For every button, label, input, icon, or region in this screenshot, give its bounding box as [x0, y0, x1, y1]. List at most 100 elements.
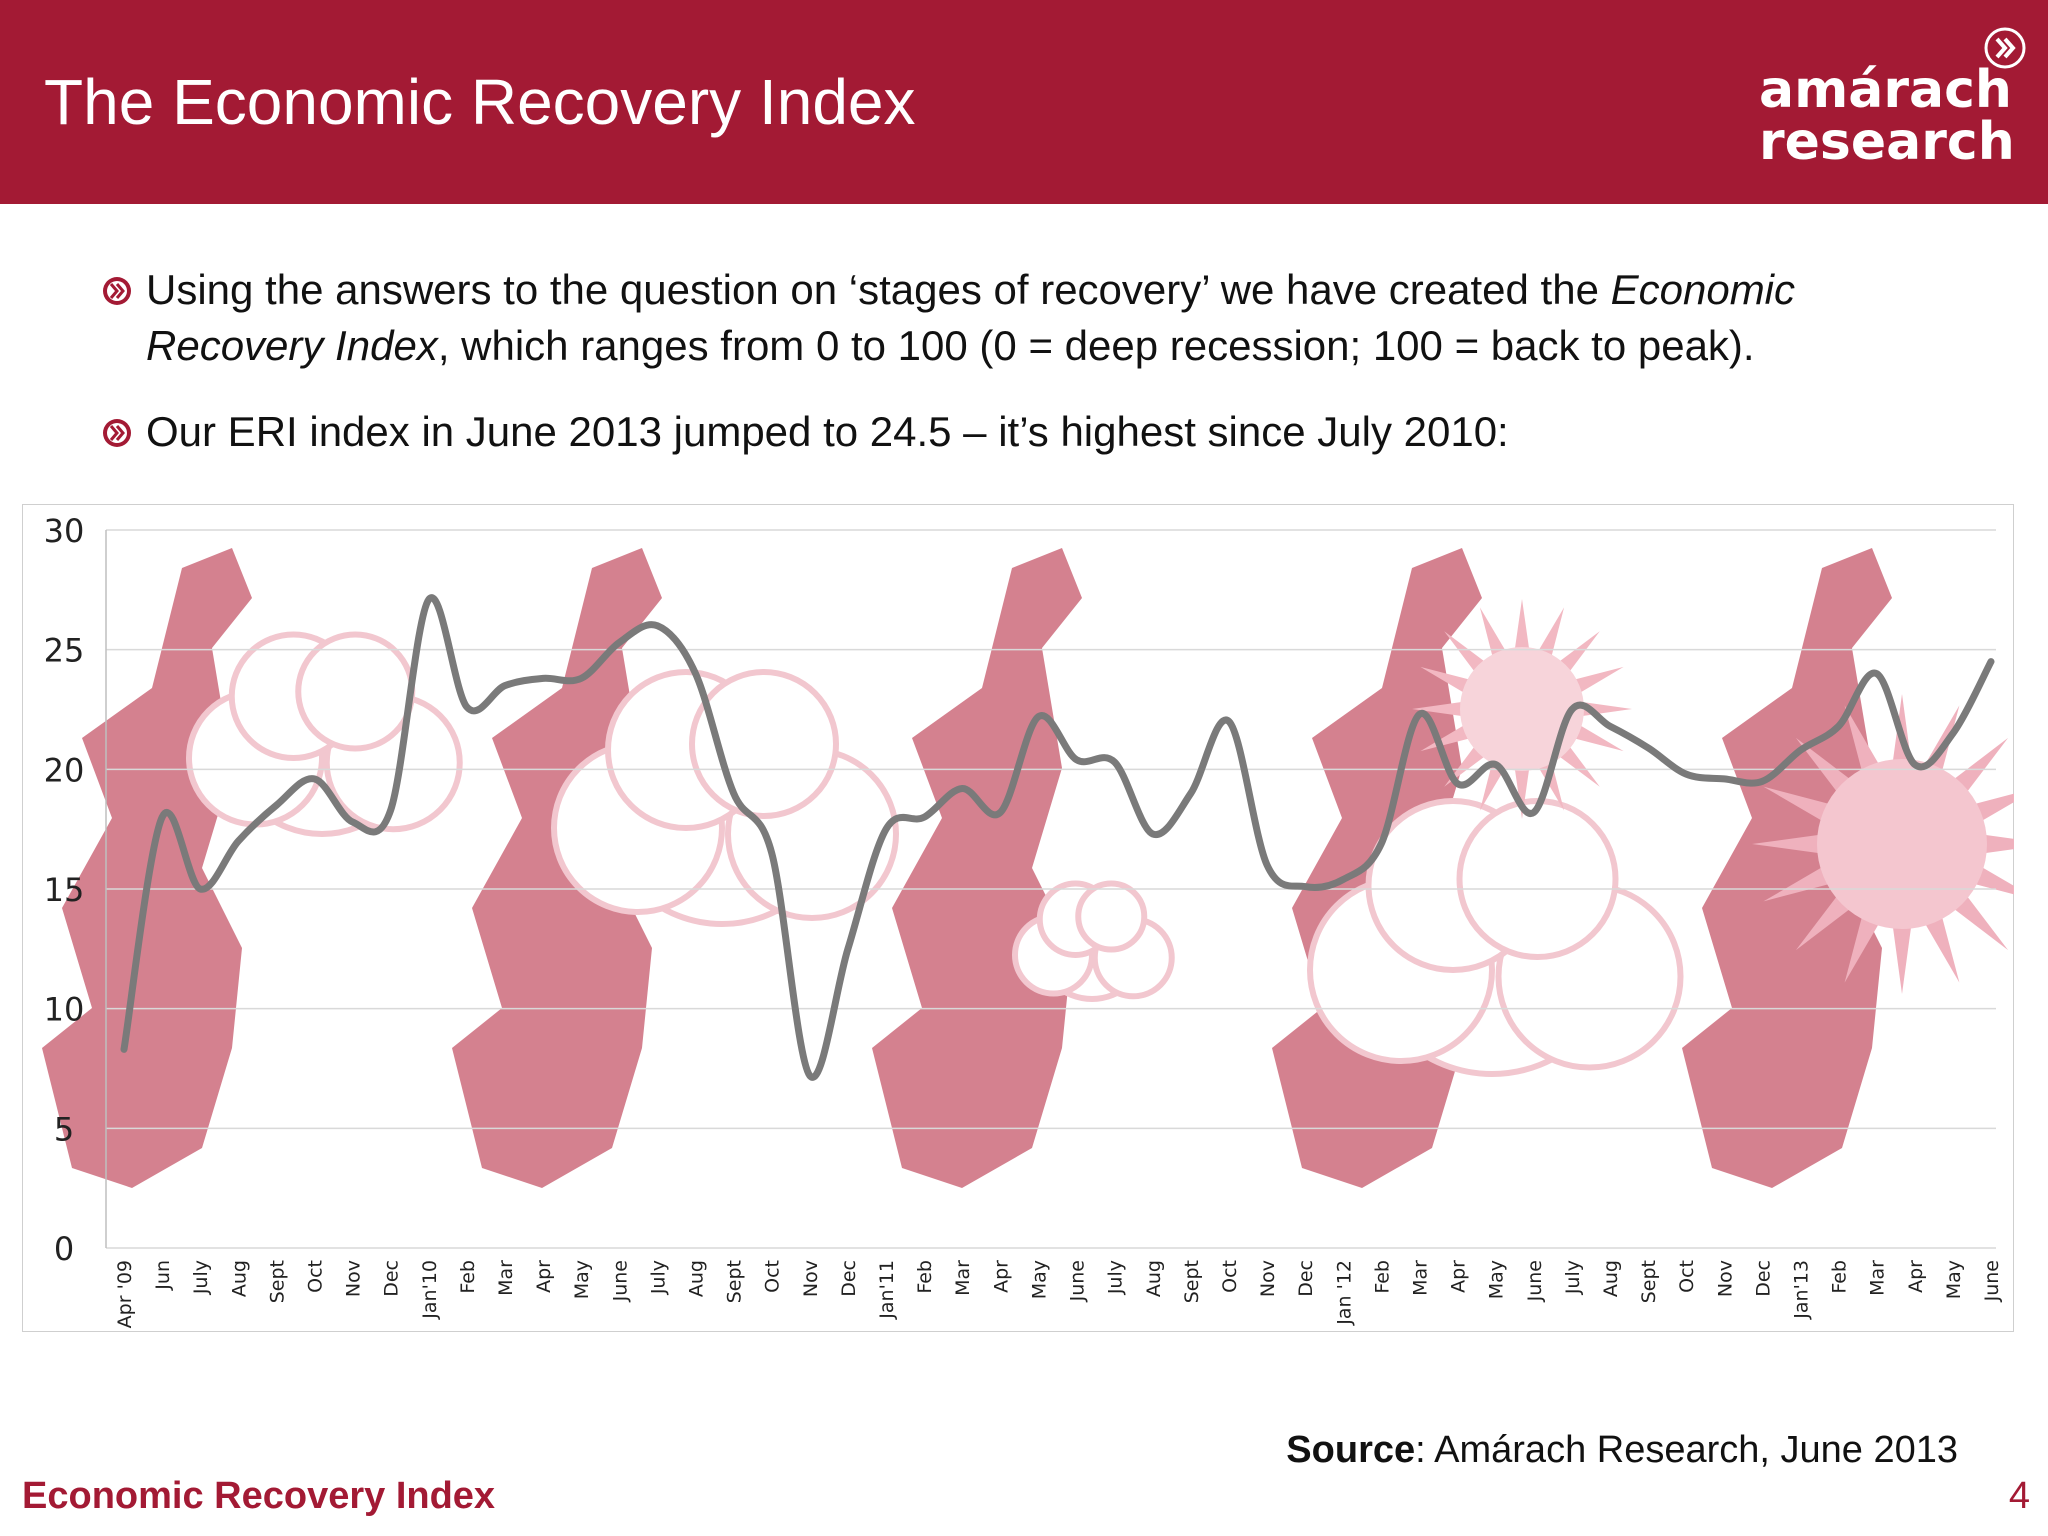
x-tick-label: Jan'11 — [876, 1260, 898, 1320]
bullet-1-emphasis: Economic Recovery Index — [146, 266, 1796, 369]
y-tick-label: 15 — [44, 871, 85, 909]
source-text: : Amárach Research, June 2013 — [1415, 1429, 1958, 1471]
cloud-puff — [689, 669, 839, 819]
data-point — [1152, 833, 1154, 835]
x-tick-label: July — [1562, 1260, 1584, 1295]
x-tick-label: May — [571, 1260, 593, 1299]
x-tick-label: Mar — [495, 1260, 517, 1296]
sun-ray — [1971, 793, 2014, 823]
x-tick-label: June — [1067, 1260, 1089, 1302]
ireland-map-2 — [452, 548, 662, 1188]
source-label: Source — [1286, 1429, 1416, 1471]
x-tick-label: Dec — [1295, 1260, 1317, 1297]
data-point — [1228, 720, 1230, 722]
x-tick-label: Mar — [1409, 1260, 1431, 1296]
data-point — [1685, 773, 1687, 775]
sun-ray — [1420, 725, 1470, 752]
data-point — [618, 641, 620, 643]
data-point — [352, 821, 354, 823]
sun-ray — [1981, 834, 2014, 854]
data-point — [923, 816, 925, 818]
x-tick-label: Mar — [952, 1260, 974, 1296]
x-tick-label: Nov — [1714, 1260, 1736, 1297]
x-tick-label: Sept — [1638, 1260, 1660, 1303]
sun-ray — [1763, 786, 1833, 823]
data-point — [1114, 761, 1116, 763]
data-point — [1533, 811, 1535, 813]
cloud-puff — [295, 631, 416, 752]
footer-title: Economic Recovery Index — [22, 1475, 496, 1517]
x-tick-label: Nov — [1257, 1260, 1279, 1297]
x-tick-label: June — [609, 1260, 631, 1302]
y-tick-label: 25 — [44, 632, 85, 670]
sun-ray — [1479, 761, 1506, 811]
x-tick-label: May — [1486, 1260, 1508, 1299]
sun-ray — [1479, 607, 1506, 657]
data-point — [123, 1048, 125, 1050]
sun-ray — [1420, 666, 1470, 693]
x-tick-label: Dec — [1752, 1260, 1774, 1297]
data-point — [1571, 709, 1573, 710]
x-tick-label: Feb — [457, 1260, 479, 1294]
data-point — [466, 706, 468, 708]
bullet-1: Using the answers to the question on ‘st… — [102, 262, 1982, 374]
x-tick-label: Apr '09 — [114, 1260, 136, 1328]
data-point — [1190, 792, 1192, 794]
x-tick-label: Aug — [228, 1260, 250, 1297]
data-point — [656, 625, 658, 627]
x-tick-label: Aug — [1143, 1260, 1165, 1297]
x-tick-label: May — [1943, 1260, 1965, 1299]
chevron-circle-icon — [103, 277, 131, 305]
data-point — [1799, 749, 1801, 751]
data-point — [1037, 716, 1039, 718]
sun-icon — [1412, 599, 1632, 819]
x-tick-label: Feb — [1829, 1260, 1851, 1294]
data-point — [809, 1075, 811, 1077]
sun-ray — [1923, 913, 1960, 983]
x-tick-label: Feb — [914, 1260, 936, 1294]
chevron-circle-icon — [103, 419, 131, 447]
chevron-circle-icon — [1984, 27, 2026, 69]
x-tick-label: Sept — [266, 1260, 288, 1303]
data-point — [1761, 780, 1763, 782]
data-point — [771, 852, 773, 854]
cloud-puff — [1075, 880, 1148, 953]
cloud-icon — [551, 669, 899, 927]
x-tick-label: Jan '12 — [1333, 1260, 1355, 1326]
source-note: Source: Amárach Research, June 2013 — [1286, 1426, 1958, 1474]
data-point — [1342, 878, 1344, 880]
data-point — [1418, 713, 1420, 715]
x-tick-label: July — [647, 1260, 669, 1295]
bullet-2: Our ERI index in June 2013 jumped to 24.… — [102, 404, 1982, 460]
data-point — [1952, 732, 1954, 734]
data-point — [1457, 783, 1459, 785]
data-point — [1266, 864, 1268, 866]
bullet-1-text-a: Using the answers to the question on ‘st… — [146, 266, 1611, 313]
x-tick-label: Dec — [381, 1260, 403, 1297]
data-point — [542, 677, 544, 679]
x-tick-label: Dec — [838, 1260, 860, 1297]
sun-ray — [1971, 865, 2014, 895]
x-tick-label: Aug — [1600, 1260, 1622, 1297]
sun-ray — [1951, 893, 2009, 951]
data-point — [1647, 747, 1649, 749]
ireland-map-3 — [872, 548, 1082, 1188]
x-tick-label: Mar — [1867, 1260, 1889, 1296]
sun-ray — [1951, 737, 2009, 795]
y-tick-label: 5 — [54, 1110, 74, 1148]
sun-disc — [1460, 647, 1584, 771]
data-point — [390, 809, 392, 811]
data-point — [1076, 759, 1078, 761]
y-tick-label: 20 — [44, 751, 85, 789]
sun-ray — [1795, 737, 1853, 795]
sun-ray — [1752, 834, 1823, 854]
data-point — [199, 888, 201, 890]
data-point — [161, 816, 163, 818]
data-point — [580, 677, 582, 679]
sun-ray — [1514, 599, 1530, 650]
y-tick-label: 0 — [54, 1230, 74, 1268]
x-tick-label: May — [1028, 1260, 1050, 1299]
data-point — [504, 685, 506, 687]
sun-ray — [1538, 761, 1565, 811]
page-title: The Economic Recovery Index — [44, 66, 916, 138]
